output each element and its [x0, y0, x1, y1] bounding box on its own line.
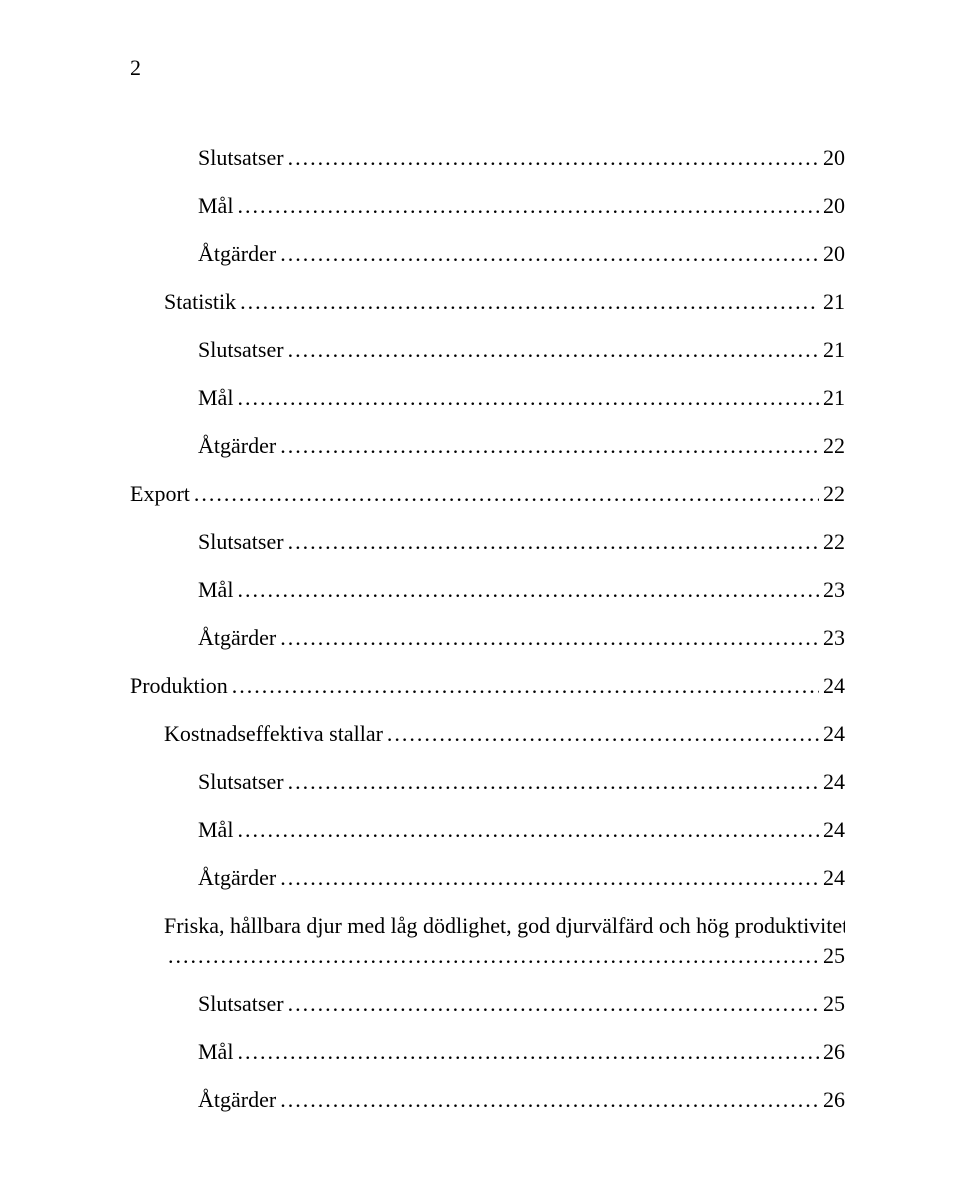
toc-entry: Mål 21	[130, 385, 845, 411]
toc-leader-dots	[280, 433, 819, 459]
document-page: 2 Slutsatser 20 Mål 20 Åtgärder 20 Statistik 21…	[0, 0, 960, 1200]
toc-leader-dots	[194, 481, 819, 507]
toc-entry: Åtgärder 22	[130, 433, 845, 459]
toc-leader-dots	[240, 289, 819, 315]
toc-leader-dots	[237, 817, 819, 843]
toc-leader-dots	[288, 769, 819, 795]
toc-leader-dots	[288, 337, 819, 363]
toc-entry: Export 22	[130, 481, 845, 507]
toc-entry: Åtgärder 23	[130, 625, 845, 651]
toc-entry-label: Slutsatser	[198, 991, 284, 1017]
toc-entry-label: Åtgärder	[198, 433, 276, 459]
toc-entry-page: 23	[823, 625, 845, 651]
toc-entry-page: 24	[823, 721, 845, 747]
toc-entry: Statistik 21	[130, 289, 845, 315]
page-number: 2	[130, 55, 141, 81]
toc-entry: Mål 23	[130, 577, 845, 603]
toc-entry: Åtgärder 24	[130, 865, 845, 891]
toc-entry-page: 20	[823, 193, 845, 219]
toc-entry-label: Slutsatser	[198, 145, 284, 171]
toc-entry-page: 20	[823, 241, 845, 267]
toc-entry-label: Mål	[198, 385, 233, 411]
toc-entry-page: 25	[823, 943, 845, 969]
toc-leader-dots	[237, 1039, 819, 1065]
toc-leader-dots	[237, 577, 819, 603]
toc-entry-label: Åtgärder	[198, 241, 276, 267]
toc-entry-label: Mål	[198, 1039, 233, 1065]
toc-entry-label: Åtgärder	[198, 865, 276, 891]
toc-entry-page: 21	[823, 337, 845, 363]
toc-leader-dots	[168, 943, 819, 969]
toc-entry-label: Kostnadseffektiva stallar	[164, 721, 383, 747]
toc-entry-page: 25	[823, 991, 845, 1017]
toc-leader-dots	[288, 529, 819, 555]
toc-entry: Slutsatser 22	[130, 529, 845, 555]
toc-entry-page: 23	[823, 577, 845, 603]
toc-leader-dots	[237, 385, 819, 411]
toc-entry-page: 24	[823, 769, 845, 795]
toc-entry-page: 24	[823, 673, 845, 699]
toc-leader-dots	[280, 1087, 819, 1113]
toc-entry-label: Produktion	[130, 673, 228, 699]
toc-entry-label: Friska, hållbara djur med låg dödlighet,…	[164, 913, 845, 939]
toc-entry: Åtgärder 20	[130, 241, 845, 267]
toc-entry-page: 22	[823, 529, 845, 555]
toc-entry-page: 20	[823, 145, 845, 171]
table-of-contents: Slutsatser20Mål20Åtgärder20Statistik21Sl…	[130, 145, 845, 1113]
toc-entry-continuation: 25	[130, 943, 845, 969]
toc-entry-label: Åtgärder	[198, 1087, 276, 1113]
toc-leader-dots	[387, 721, 819, 747]
toc-entry-label: Åtgärder	[198, 625, 276, 651]
toc-entry-page: 24	[823, 817, 845, 843]
toc-entry: Mål 20	[130, 193, 845, 219]
toc-leader-dots	[288, 991, 819, 1017]
toc-entry: Slutsatser 21	[130, 337, 845, 363]
toc-leader-dots	[280, 865, 819, 891]
toc-entry: Åtgärder 26	[130, 1087, 845, 1113]
toc-entry-page: 22	[823, 433, 845, 459]
toc-entry: Mål 24	[130, 817, 845, 843]
toc-entry-page: 22	[823, 481, 845, 507]
toc-entry-page: 24	[823, 865, 845, 891]
toc-leader-dots	[280, 241, 819, 267]
toc-entry-label: Mål	[198, 193, 233, 219]
toc-entry: Slutsatser 25	[130, 991, 845, 1017]
toc-leader-dots	[280, 625, 819, 651]
toc-entry-page: 21	[823, 289, 845, 315]
toc-entry: Kostnadseffektiva stallar 24	[130, 721, 845, 747]
toc-leader-dots	[237, 193, 819, 219]
toc-entry: Slutsatser 24	[130, 769, 845, 795]
toc-entry-label: Mål	[198, 817, 233, 843]
toc-entry-label: Export	[130, 481, 190, 507]
toc-entry: Slutsatser 20	[130, 145, 845, 171]
toc-entry-page: 26	[823, 1039, 845, 1065]
toc-entry-label: Slutsatser	[198, 769, 284, 795]
toc-entry: Mål 26	[130, 1039, 845, 1065]
toc-entry: Produktion 24	[130, 673, 845, 699]
toc-leader-dots	[288, 145, 819, 171]
toc-entry-label: Slutsatser	[198, 337, 284, 363]
toc-entry-page: 26	[823, 1087, 845, 1113]
toc-entry-label: Statistik	[164, 289, 236, 315]
toc-entry-label: Slutsatser	[198, 529, 284, 555]
toc-leader-dots	[232, 673, 819, 699]
toc-entry-label: Mål	[198, 577, 233, 603]
toc-entry: Friska, hållbara djur med låg dödlighet,…	[130, 913, 845, 939]
toc-entry-page: 21	[823, 385, 845, 411]
